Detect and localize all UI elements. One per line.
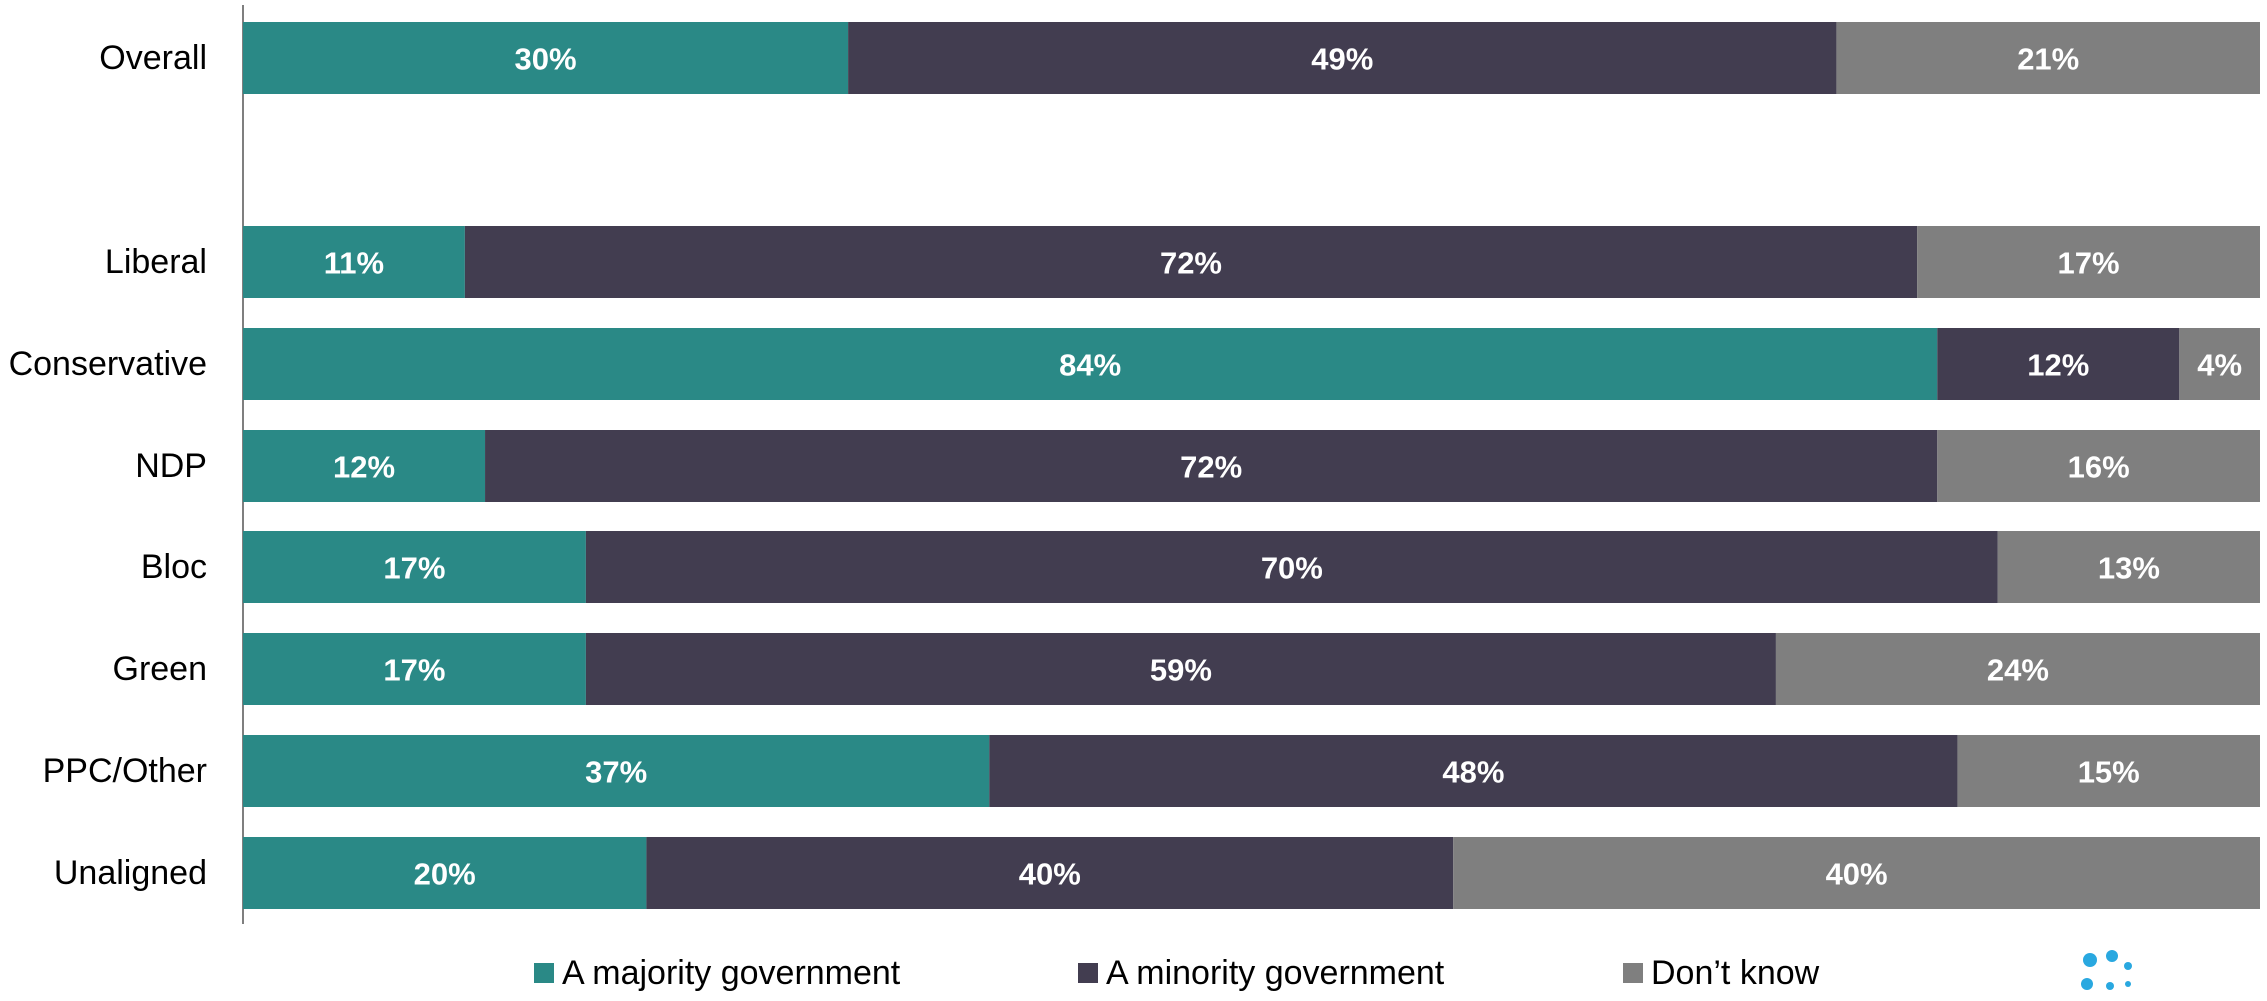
data-label-don-t-know-green: 24% bbox=[1987, 653, 2049, 688]
data-label-don-t-know-unaligned: 40% bbox=[1826, 857, 1888, 892]
data-label-a-minority-government-liberal: 72% bbox=[1160, 246, 1222, 281]
bar-a-majority-government-ndp bbox=[243, 430, 486, 502]
category-label-overall: Overall bbox=[99, 39, 207, 77]
dots-logo-icon bbox=[2081, 950, 2132, 990]
bar-a-majority-government-conservative bbox=[243, 328, 1938, 400]
data-label-don-t-know-ppc-other: 15% bbox=[2078, 755, 2140, 790]
data-label-don-t-know-liberal: 17% bbox=[2058, 246, 2120, 281]
data-label-a-minority-government-ppc-other: 48% bbox=[1442, 755, 1504, 790]
legend-swatch bbox=[1623, 963, 1643, 983]
category-label-bloc: Bloc bbox=[141, 548, 207, 586]
category-label-ndp: NDP bbox=[135, 447, 207, 485]
legend-swatch bbox=[1078, 963, 1098, 983]
data-label-a-majority-government-bloc: 17% bbox=[383, 551, 445, 586]
bar-don-t-know-liberal bbox=[1917, 226, 2260, 298]
data-label-a-majority-government-conservative: 84% bbox=[1059, 348, 1121, 383]
legend-label: Don’t know bbox=[1651, 953, 1820, 992]
data-label-a-majority-government-ppc-other: 37% bbox=[585, 755, 647, 790]
category-label-green: Green bbox=[113, 650, 208, 688]
bar-a-minority-government-green bbox=[585, 633, 1776, 705]
bar-a-majority-government-overall bbox=[243, 22, 849, 94]
data-label-don-t-know-conservative: 4% bbox=[2197, 348, 2242, 383]
bar-a-minority-government-ndp bbox=[485, 430, 1938, 502]
category-label-ppc-other: PPC/Other bbox=[43, 752, 207, 790]
bar-a-majority-government-ppc-other bbox=[243, 735, 990, 807]
category-label-conservative: Conservative bbox=[9, 345, 207, 383]
legend: A majority government A minority governme… bbox=[0, 945, 2267, 994]
data-label-a-minority-government-bloc: 70% bbox=[1261, 551, 1323, 586]
bar-a-minority-government-overall bbox=[848, 22, 1837, 94]
data-label-a-minority-government-unaligned: 40% bbox=[1019, 857, 1081, 892]
bar-a-majority-government-bloc bbox=[243, 531, 586, 603]
bar-a-minority-government-bloc bbox=[585, 531, 1998, 603]
legend-label: A minority government bbox=[1106, 953, 1445, 992]
bar-don-t-know-overall bbox=[1836, 22, 2260, 94]
bar-don-t-know-conservative bbox=[2179, 328, 2260, 400]
bar-don-t-know-green bbox=[1775, 633, 2260, 705]
bar-a-minority-government-conservative bbox=[1937, 328, 2180, 400]
bar-a-majority-government-green bbox=[243, 633, 586, 705]
bar-a-minority-government-ppc-other bbox=[989, 735, 1958, 807]
legend-item-a-minority-government: A minority government bbox=[1078, 945, 1444, 1001]
category-labels: Overall Liberal Conservative NDP Bloc Green PP… bbox=[9, 39, 207, 892]
legend-swatch bbox=[534, 963, 554, 983]
data-label-don-t-know-overall: 21% bbox=[2017, 42, 2079, 77]
bar-a-majority-government-liberal bbox=[243, 226, 465, 298]
data-label-a-minority-government-conservative: 12% bbox=[2027, 348, 2089, 383]
bar-a-minority-government-liberal bbox=[464, 226, 1918, 298]
legend-item-a-majority-government: A majority government bbox=[534, 945, 900, 1001]
data-label-a-majority-government-liberal: 11% bbox=[324, 246, 384, 281]
bar-don-t-know-bloc bbox=[1997, 531, 2260, 603]
bar-a-minority-government-unaligned bbox=[646, 837, 1454, 909]
bars-group: 30% 49% 21% 11% 72% 17% 84% 12% 4% 12% 72% 16% 17% 70… bbox=[243, 22, 2260, 909]
data-label-a-minority-government-green: 59% bbox=[1150, 653, 1212, 688]
data-label-a-minority-government-overall: 49% bbox=[1311, 42, 1373, 77]
legend-label: A majority government bbox=[562, 953, 901, 992]
data-label-a-majority-government-green: 17% bbox=[383, 653, 445, 688]
legend-item-don-t-know: Don’t know bbox=[1623, 945, 1819, 1001]
data-label-a-majority-government-unaligned: 20% bbox=[414, 857, 476, 892]
data-label-a-minority-government-ndp: 72% bbox=[1180, 450, 1242, 485]
bar-don-t-know-ndp bbox=[1937, 430, 2260, 502]
bar-a-majority-government-unaligned bbox=[243, 837, 647, 909]
data-label-don-t-know-ndp: 16% bbox=[2068, 450, 2130, 485]
category-label-unaligned: Unaligned bbox=[54, 854, 207, 892]
data-label-a-majority-government-ndp: 12% bbox=[333, 450, 395, 485]
category-label-liberal: Liberal bbox=[105, 243, 207, 281]
bar-don-t-know-ppc-other bbox=[1957, 735, 2260, 807]
data-label-don-t-know-bloc: 13% bbox=[2098, 551, 2160, 586]
data-label-a-majority-government-overall: 30% bbox=[515, 42, 577, 77]
bar-don-t-know-unaligned bbox=[1453, 837, 2260, 909]
